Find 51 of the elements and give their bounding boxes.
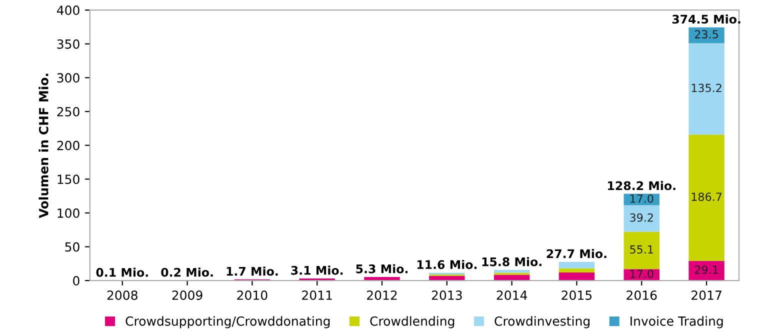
legend-label: Invoice Trading bbox=[630, 316, 723, 328]
x-tick-label: 2008 bbox=[107, 290, 138, 300]
bar bbox=[558, 268, 595, 272]
y-axis-title: Volumen in CHF Mio. bbox=[38, 74, 48, 218]
legend-label: Crowdsupporting/Crowddonating bbox=[126, 316, 330, 328]
y-tick-label: 50 bbox=[65, 242, 80, 252]
y-tick-label: 350 bbox=[57, 39, 80, 49]
bar bbox=[624, 205, 660, 232]
bar bbox=[558, 272, 595, 281]
total-label: 374.5 Mio. bbox=[672, 14, 740, 24]
bar bbox=[688, 134, 724, 261]
bar bbox=[624, 232, 660, 270]
data-label: 135.2 bbox=[692, 84, 722, 92]
x-tick-label: 2015 bbox=[562, 290, 592, 300]
total-label: 1.7 Mio. bbox=[226, 266, 278, 276]
total-label: 15.8 Mio. bbox=[482, 257, 542, 266]
legend-label: Crowdlending bbox=[370, 316, 454, 328]
data-label: 55.1 bbox=[630, 245, 653, 254]
bar bbox=[688, 260, 724, 281]
y-tick-label: 200 bbox=[57, 140, 80, 150]
bar bbox=[558, 262, 595, 268]
total-label: 0.2 Mio. bbox=[161, 268, 213, 277]
y-tick-label: 250 bbox=[57, 106, 80, 116]
total-label: 5.3 Mio. bbox=[356, 264, 408, 274]
data-label: 39.2 bbox=[630, 213, 653, 222]
total-label: 27.7 Mio. bbox=[546, 249, 606, 258]
data-label: 186.7 bbox=[692, 192, 722, 201]
y-tick-label: 100 bbox=[58, 208, 80, 218]
x-tick-label: 2009 bbox=[172, 290, 202, 300]
data-label: 23.5 bbox=[694, 30, 718, 38]
y-tick-label: 150 bbox=[58, 174, 80, 184]
y-tick-label: 400 bbox=[56, 6, 80, 16]
bar bbox=[494, 270, 530, 273]
x-tick-label: 2013 bbox=[432, 290, 462, 300]
bar bbox=[688, 43, 724, 135]
data-label: 17.0 bbox=[630, 270, 654, 278]
total-label: 11.6 Mio. bbox=[417, 260, 477, 270]
data-label: 17.0 bbox=[630, 194, 654, 203]
y-tick-label: 0 bbox=[73, 276, 80, 286]
total-label: 3.1 Mio. bbox=[291, 266, 343, 275]
x-tick-label: 2017 bbox=[692, 290, 722, 300]
y-tick-label: 300 bbox=[57, 73, 80, 83]
data-label: 29.1 bbox=[694, 266, 718, 274]
x-tick-label: 2010 bbox=[237, 290, 268, 300]
x-tick-label: 2016 bbox=[626, 290, 657, 300]
x-tick-label: 2012 bbox=[367, 290, 397, 300]
legend-label: Crowdinvesting bbox=[494, 316, 590, 328]
total-label: 128.2 Mio. bbox=[608, 181, 676, 190]
x-tick-label: 2011 bbox=[302, 290, 332, 300]
total-label: 0.1 Mio. bbox=[96, 268, 148, 277]
x-tick-label: 2014 bbox=[496, 290, 528, 300]
